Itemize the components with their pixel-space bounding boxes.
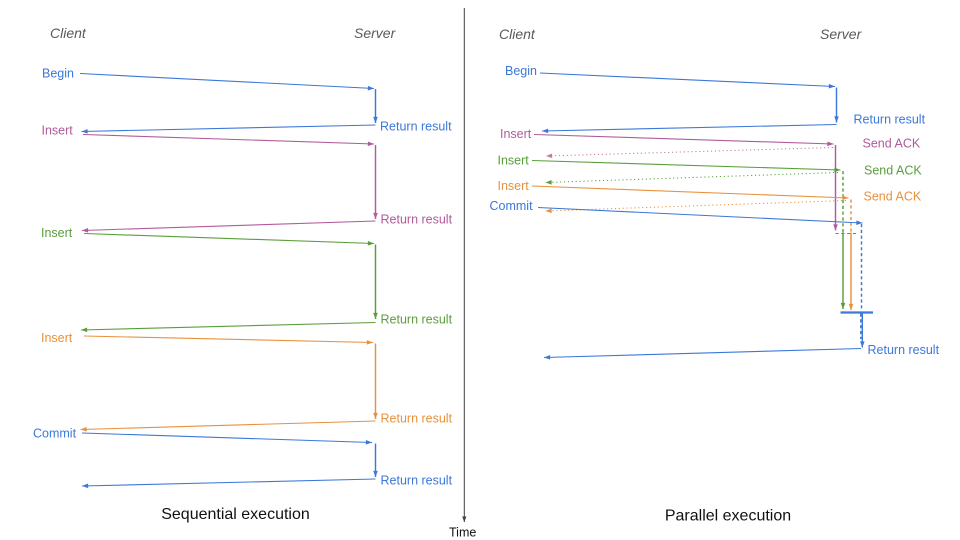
right-insert2-request-arrow [531, 159, 841, 173]
left-server-heading: Server [354, 25, 397, 41]
left-op-insert2-label: Insert [41, 226, 73, 240]
left-insert2-response-arrow [80, 321, 376, 333]
left-insert3-response-arrow [80, 420, 376, 432]
right-insert2-ack-arrow [545, 172, 839, 185]
right-op-begin-label: Begin [505, 64, 537, 78]
left-op-commit-label: Commit [33, 426, 77, 440]
left-return-result-3: Return result [381, 312, 453, 326]
time-axis-label: Time [449, 526, 476, 540]
left-commit-request-arrow [81, 432, 373, 445]
left-op-begin-label: Begin [42, 67, 74, 81]
left-return-result-5: Return result [381, 473, 453, 487]
right-insert3-ack-arrow [545, 200, 847, 214]
right-caption: Parallel execution [665, 508, 791, 525]
right-commit-request-arrow [537, 206, 863, 226]
right-send-ack-3: Send ACK [864, 190, 922, 204]
left-op-insert1-label: Insert [42, 124, 74, 138]
right-final-response-arrow [543, 347, 862, 360]
right-begin-request-arrow [539, 72, 836, 89]
left-commit-response-arrow [81, 478, 376, 489]
right-op-insert3-label: Insert [498, 179, 530, 193]
left-client-heading: Client [50, 25, 87, 41]
left-return-result-2: Return result [381, 212, 453, 226]
right-panel: Client Server Begin Return result Insert… [490, 26, 940, 525]
left-insert3-request-arrow [83, 335, 374, 345]
right-send-ack-1: Send ACK [863, 137, 921, 151]
time-axis: Time [449, 8, 476, 540]
left-op-insert3-label: Insert [41, 331, 73, 345]
left-caption: Sequential execution [161, 506, 310, 523]
left-insert1-response-arrow [81, 220, 376, 233]
right-insert1-request-arrow [533, 133, 834, 147]
right-send-ack-2: Send ACK [864, 164, 922, 178]
left-begin-response-arrow [81, 124, 376, 134]
right-insert3-request-arrow [531, 185, 849, 201]
right-server-heading: Server [820, 26, 863, 42]
right-client-heading: Client [499, 26, 536, 42]
left-insert2-request-arrow [83, 232, 375, 246]
left-begin-request-arrow [79, 72, 375, 91]
right-insert1-ack-arrow [545, 147, 834, 159]
right-begin-response-arrow [541, 123, 837, 134]
right-op-insert2-label: Insert [498, 154, 530, 168]
right-op-insert1-label: Insert [500, 127, 532, 141]
left-insert1-request-arrow [82, 133, 375, 147]
right-op-commit-label: Commit [490, 199, 534, 213]
right-return-result-1: Return result [854, 113, 926, 127]
left-return-result-4: Return result [381, 411, 453, 425]
left-return-result-1: Return result [380, 119, 452, 133]
left-panel: Client Server Begin Return result Insert… [33, 25, 453, 523]
right-return-result-2: Return result [868, 343, 940, 357]
